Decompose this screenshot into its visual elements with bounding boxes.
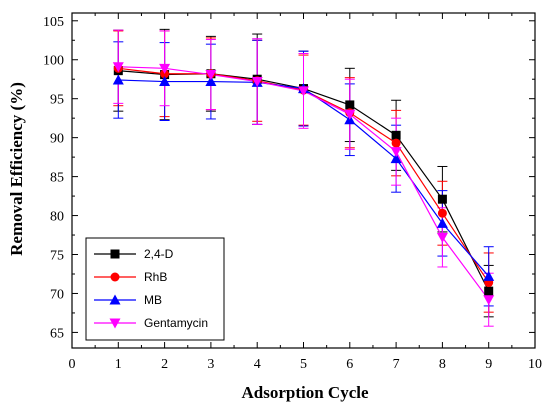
data-point-rhb [391,138,401,148]
y-tick-label: 75 [50,249,64,264]
x-tick-label: 7 [393,357,400,372]
legend-marker-gentamycin [109,318,121,329]
data-point-gentamycin [205,70,217,81]
data-point-gentamycin [436,232,448,243]
y-tick-label: 85 [50,171,64,186]
data-point-mb [436,217,448,228]
x-tick-label: 2 [161,357,168,372]
legend-label-mb: MB [144,293,162,307]
x-tick-label: 9 [485,357,492,372]
data-point-gentamycin [159,63,171,74]
y-tick-label: 90 [50,132,64,147]
y-tick-label: 100 [43,54,64,69]
x-tick-label: 1 [115,357,122,372]
data-point-2-4-d [345,100,355,110]
legend-marker-2-4-d [110,249,120,259]
y-tick-label: 70 [50,287,64,302]
data-point-gentamycin [483,295,495,306]
legend-marker-mb [109,294,121,305]
legend-label-gentamycin: Gentamycin [144,316,208,330]
x-tick-label: 0 [69,357,76,372]
legend-label-2-4-d: 2,4-D [144,247,174,261]
x-tick-label: 6 [346,357,353,372]
data-point-gentamycin [251,77,263,88]
legend-label-rhb: RhB [144,270,167,284]
y-tick-label: 80 [50,210,64,225]
legend: 2,4-D RhB MB Gentamycin [85,237,225,341]
y-tick-label: 65 [50,326,64,341]
x-tick-label: 3 [207,357,214,372]
data-point-mb [159,76,171,87]
data-point-2-4-d [391,130,401,140]
data-point-2-4-d [437,194,447,204]
data-point-mb [205,76,217,87]
x-tick-label: 5 [300,357,307,372]
x-tick-label: 4 [254,357,261,372]
x-axis-title: Adsorption Cycle [241,383,368,402]
data-point-gentamycin [298,86,309,97]
data-point-2-4-d [484,286,494,296]
x-tick-label: 8 [439,357,446,372]
data-point-gentamycin [344,109,356,120]
x-tick-label: 10 [528,357,542,372]
data-point-rhb [437,208,447,218]
legend-marker-rhb [110,272,120,282]
data-point-mb [112,74,124,85]
y-tick-label: 95 [50,93,64,108]
series-markers [112,62,495,306]
data-point-mb [390,153,402,164]
y-axis-title: Removal Efficiency (%) [7,82,26,256]
data-point-gentamycin [112,62,124,73]
data-point-mb [483,270,495,281]
y-tick-label: 105 [43,15,64,30]
axes: 0 1 2 3 4 5 6 7 8 9 10 65 70 75 80 85 90 95 100 105 [43,12,542,372]
data-point-gentamycin [390,147,402,158]
